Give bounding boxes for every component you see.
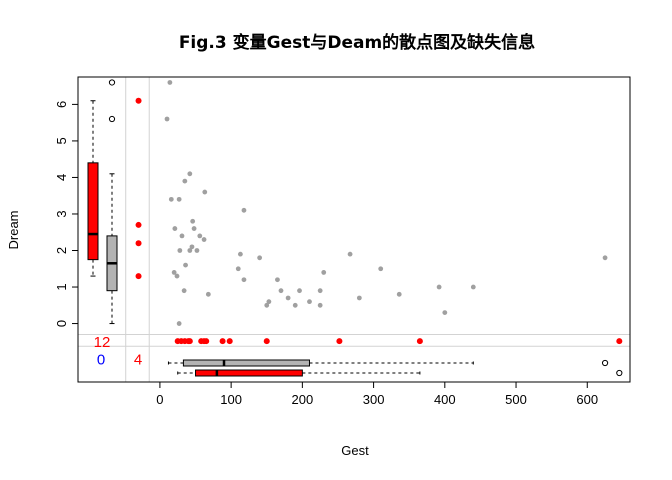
missing-dream-point-9 — [226, 338, 233, 345]
observed-point-21 — [237, 251, 243, 257]
missing-dream-point-4 — [186, 338, 193, 345]
x-tick-label-600: 600 — [576, 392, 598, 407]
observed-point-29 — [266, 299, 272, 305]
missing-counts: 12 4 0 — [94, 334, 143, 368]
boxplot-dream-observed — [106, 79, 118, 325]
missing-dream-point-10 — [263, 338, 270, 345]
observed-point-6 — [202, 189, 208, 195]
observed-point-31 — [292, 302, 298, 308]
observed-point-34 — [317, 288, 323, 294]
x-tick-label-0: 0 — [156, 392, 163, 407]
boxplot-dream-missing-x — [87, 100, 99, 277]
observed-point-1 — [164, 116, 170, 122]
count-missing-both: 0 — [97, 351, 105, 368]
observed-point-0 — [167, 80, 173, 85]
boxplot-gest-missing-y-box — [195, 369, 303, 377]
observed-point-45 — [181, 288, 187, 294]
y-tick-label-2: 2 — [54, 247, 69, 254]
y-tick-label-1: 1 — [54, 283, 69, 290]
x-tick-label-500: 500 — [505, 392, 527, 407]
missing-dream-point-12 — [416, 338, 423, 345]
observed-point-10 — [190, 218, 196, 224]
observed-point-16 — [194, 248, 200, 253]
observed-point-18 — [171, 270, 177, 275]
x-tick-label-300: 300 — [363, 392, 385, 407]
y-axis: 0 1 2 3 4 5 6 — [54, 101, 79, 327]
observed-point-23 — [235, 266, 241, 272]
missing-gest-point-3 — [135, 273, 142, 280]
observed-point-20 — [183, 262, 188, 268]
observed-point-12 — [197, 233, 203, 239]
y-tick-label-0: 0 — [54, 320, 69, 327]
missing-gest-point-1 — [135, 221, 142, 228]
observed-point-36 — [347, 251, 353, 257]
observed-point-32 — [307, 299, 312, 305]
data-points — [135, 80, 623, 345]
count-missing-dream: 12 — [94, 334, 111, 351]
observed-point-25 — [275, 277, 280, 283]
boxplot-gest-missing-y-outlier-0 — [616, 369, 623, 377]
boxplot-dream-missing-x-box — [87, 162, 99, 261]
observed-point-9 — [179, 233, 185, 239]
missing-margin-lines — [78, 77, 630, 382]
observed-point-42 — [470, 284, 476, 290]
observed-point-17 — [177, 248, 183, 253]
observed-point-38 — [378, 266, 384, 272]
y-tick-label-6: 6 — [54, 101, 69, 108]
observed-point-24 — [241, 277, 247, 283]
missing-dream-point-7 — [203, 338, 210, 345]
observed-point-4 — [182, 178, 188, 184]
observed-point-8 — [172, 226, 178, 231]
missing-gest-point-2 — [135, 240, 142, 247]
observed-point-3 — [176, 196, 182, 202]
observed-point-22 — [257, 255, 263, 261]
boxplot-gest-observed-box — [182, 359, 310, 367]
x-tick-label-200: 200 — [292, 392, 314, 407]
observed-point-28 — [285, 295, 291, 301]
y-tick-label-3: 3 — [54, 210, 69, 217]
x-tick-label-400: 400 — [434, 392, 456, 407]
observed-point-39 — [396, 291, 402, 297]
boxplot-dream-observed-outlier-1 — [108, 79, 116, 86]
plot-frame — [77, 76, 631, 383]
y-tick-label-4: 4 — [54, 174, 69, 181]
observed-point-13 — [201, 237, 207, 242]
observed-point-2 — [168, 196, 174, 202]
observed-point-43 — [602, 255, 608, 261]
x-tick-label-100: 100 — [220, 392, 242, 407]
observed-point-27 — [297, 288, 302, 294]
observed-point-41 — [442, 310, 448, 315]
observed-point-26 — [278, 288, 284, 294]
x-axis-label: Gest — [341, 443, 369, 458]
observed-point-40 — [436, 284, 442, 290]
observed-point-37 — [356, 295, 362, 301]
observed-point-5 — [187, 171, 193, 177]
observed-point-15 — [187, 248, 193, 253]
observed-point-11 — [191, 226, 197, 231]
y-axis-label: Dream — [6, 210, 21, 249]
boxplot-gest-observed — [167, 359, 609, 367]
observed-point-33 — [317, 302, 323, 308]
boxplot-gest-observed-outlier-0 — [601, 359, 609, 367]
y-tick-label-5: 5 — [54, 137, 69, 144]
plot-border — [77, 76, 631, 383]
observed-point-44 — [176, 321, 182, 326]
boxplot-gest-missing-y — [177, 369, 623, 377]
boxplots — [87, 79, 623, 377]
missing-dream-point-13 — [616, 338, 623, 345]
chart-title: Fig.3 变量Gest与Deam的散点图及缺失信息 — [179, 32, 535, 53]
missing-gest-point-0 — [135, 97, 142, 104]
boxplot-dream-observed-outlier-0 — [108, 115, 116, 123]
observed-point-19 — [174, 273, 180, 279]
missing-dream-point-11 — [336, 338, 343, 345]
observed-point-35 — [321, 270, 327, 275]
count-missing-gest: 4 — [134, 351, 142, 368]
x-axis: 0 100 200 300 400 500 600 — [156, 381, 598, 407]
observed-point-46 — [205, 291, 211, 297]
observed-point-30 — [264, 302, 270, 308]
missing-dream-point-8 — [219, 338, 226, 345]
observed-point-14 — [189, 244, 195, 250]
observed-point-7 — [241, 207, 247, 213]
